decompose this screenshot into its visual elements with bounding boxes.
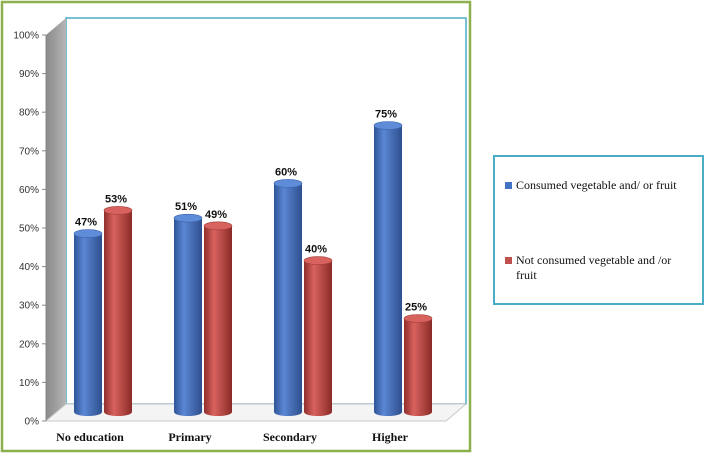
y-tick-label: 90% — [19, 69, 39, 80]
value-label: 25% — [405, 302, 427, 314]
value-label: 75% — [375, 109, 397, 121]
bar-higher-consumed — [373, 121, 403, 416]
bars-group — [73, 121, 433, 416]
bar-body — [174, 218, 202, 416]
legend-swatch-consumed — [505, 182, 512, 189]
y-axis-ticks: 0% 10% 20% 30% 40% 50% 60% 70% 80% 90% 100% — [13, 31, 46, 428]
value-label: 49% — [205, 209, 227, 221]
bar-no-education-not-consumed — [103, 206, 133, 416]
value-label: 40% — [305, 244, 327, 256]
bar-secondary-not-consumed — [303, 256, 333, 416]
bar-cap — [403, 314, 433, 323]
bar-no-education-consumed — [73, 229, 103, 416]
legend-label-not-consumed-line1: Not consumed vegetable and /or — [516, 253, 671, 267]
y-tick-label: 30% — [19, 301, 39, 312]
bar-primary-consumed — [173, 213, 203, 416]
x-axis-categories: No education Primary Secondary Higher — [56, 430, 409, 444]
bar-body — [104, 210, 132, 416]
bar-cap — [203, 221, 233, 231]
bar-primary-not-consumed — [203, 221, 233, 416]
bar-body — [274, 183, 302, 416]
value-label: 47% — [75, 217, 97, 229]
y-tick-label: 100% — [13, 31, 39, 42]
bar-secondary-consumed — [273, 179, 303, 416]
bar-cap — [173, 213, 203, 223]
y-tick-label: 50% — [19, 224, 39, 235]
legend-label-not-consumed-line2: fruit — [516, 268, 537, 282]
legend: Consumed vegetable and/ or fruit Not con… — [493, 155, 704, 305]
bar-cap — [373, 121, 403, 130]
bar-cap — [303, 256, 333, 265]
y-tick-label: 40% — [19, 262, 39, 273]
plot-side-wall — [46, 18, 66, 421]
y-tick-label: 60% — [19, 185, 39, 196]
legend-swatch-not-consumed — [505, 257, 512, 264]
bar-cap — [103, 206, 133, 215]
value-label: 53% — [105, 193, 127, 205]
value-label: 60% — [275, 166, 297, 178]
category-label: Primary — [168, 430, 211, 444]
plot-floor — [44, 403, 468, 422]
legend-box — [493, 155, 704, 305]
legend-label-not-consumed: Not consumed vegetable and /or fruit — [516, 253, 674, 282]
bar-body — [304, 260, 332, 416]
bar-body — [374, 125, 402, 416]
y-tick-label: 0% — [25, 417, 40, 428]
category-label: No education — [56, 430, 124, 444]
y-tick-label: 70% — [19, 146, 39, 157]
category-label: Secondary — [263, 430, 317, 444]
value-label: 51% — [175, 201, 197, 213]
category-label: Higher — [372, 430, 409, 444]
y-tick-label: 20% — [19, 339, 39, 350]
bar-body — [74, 233, 102, 416]
y-tick-label: 80% — [19, 108, 39, 119]
bar-cap — [73, 229, 103, 238]
bar-higher-not-consumed — [403, 314, 433, 416]
bar-cap — [273, 179, 303, 188]
bar-body — [204, 225, 232, 416]
bar-body — [404, 318, 432, 416]
legend-label-consumed: Consumed vegetable and/ or fruit — [516, 178, 677, 192]
y-tick-label: 10% — [19, 378, 39, 389]
value-labels-group: 47% 53% 51% 49% 60% 40% 75% 25% — [75, 109, 427, 314]
